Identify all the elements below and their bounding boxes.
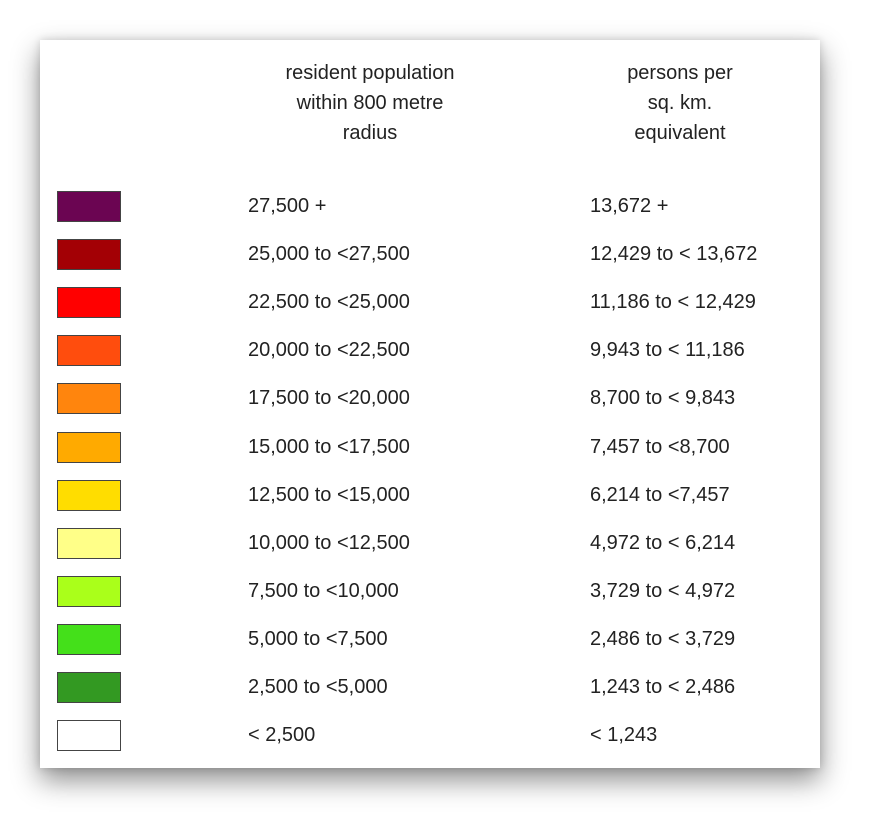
population-range: 10,000 to <12,500 [248, 531, 410, 554]
header-line: persons per [627, 62, 733, 84]
legend-row: 22,500 to <25,000 11,186 to < 12,429 [40, 287, 820, 321]
density-range: 11,186 to < 12,429 [590, 291, 756, 314]
header-line: within 800 metre [296, 92, 444, 114]
column-header: resident population within 800 metre radiu… [220, 58, 520, 148]
density-range: 6,214 to <7,457 [590, 483, 730, 506]
column-header: persons per sq. km. equivalent [540, 58, 820, 148]
legend-row: 15,000 to <17,500 7,457 to <8,700 [40, 431, 820, 466]
legend-row: 27,500 + 13,672 + [40, 191, 820, 225]
legend-row: < 2,500 < 1,243 [40, 720, 820, 754]
density-range: 1,243 to < 2,486 [590, 676, 736, 698]
color-swatch [57, 335, 121, 367]
header-line: equivalent [634, 122, 726, 144]
population-range: 7,500 to <10,000 [248, 579, 399, 602]
legend-card: resident population within 800 metre radiu… [40, 40, 820, 768]
header-line: resident population [285, 62, 455, 84]
color-swatch [57, 431, 121, 463]
density-range: 3,729 to < 4,972 [590, 579, 736, 602]
density-range: 4,972 to < 6,214 [590, 531, 736, 554]
header-line: radius [342, 122, 398, 144]
population-range: 27,500 + [248, 195, 327, 217]
color-swatch [57, 287, 121, 319]
header-line: sq. km. [647, 92, 713, 114]
density-range: 13,672 + [590, 195, 669, 217]
population-range: 5,000 to <7,500 [248, 627, 388, 650]
population-range: 17,500 to <20,000 [248, 387, 410, 410]
density-range: 8,700 to < 9,843 [590, 387, 736, 410]
density-range: 12,429 to < 13,672 [590, 243, 758, 266]
color-swatch [57, 575, 121, 607]
population-range: 25,000 to <27,500 [248, 243, 410, 266]
legend-row: 17,500 to <20,000 8,700 to < 9,843 [40, 383, 820, 417]
legend-row: 25,000 to <27,500 12,429 to < 13,672 [40, 239, 820, 273]
legend-row: 7,500 to <10,000 3,729 to < 4,972 [40, 575, 820, 610]
color-swatch [57, 479, 121, 511]
population-range: 12,500 to <15,000 [248, 483, 410, 506]
population-range: 2,500 to <5,000 [248, 676, 388, 698]
color-swatch [57, 623, 121, 655]
population-range: 20,000 to <22,500 [248, 339, 410, 362]
population-range: 22,500 to <25,000 [248, 291, 410, 314]
legend-row: 10,000 to <12,500 4,972 to < 6,214 [40, 527, 820, 562]
legend-row: 2,500 to <5,000 1,243 to < 2,486 [40, 672, 820, 706]
color-swatch [57, 383, 121, 415]
legend-row: 12,500 to <15,000 6,214 to <7,457 [40, 479, 820, 514]
density-range: < 1,243 [590, 724, 658, 747]
color-swatch [57, 527, 121, 559]
color-swatch [57, 239, 121, 271]
population-range: < 2,500 [248, 724, 316, 747]
legend-row: 5,000 to <7,500 2,486 to < 3,729 [40, 623, 820, 658]
color-swatch [57, 672, 121, 703]
density-range: 2,486 to < 3,729 [590, 627, 736, 650]
legend-row: 20,000 to <22,500 9,943 to < 11,186 [40, 335, 820, 369]
density-range: 9,943 to < 11,186 [590, 339, 745, 362]
density-range: 7,457 to <8,700 [590, 435, 730, 458]
color-swatch [57, 191, 121, 222]
population-range: 15,000 to <17,500 [248, 435, 410, 458]
color-swatch [57, 720, 121, 752]
